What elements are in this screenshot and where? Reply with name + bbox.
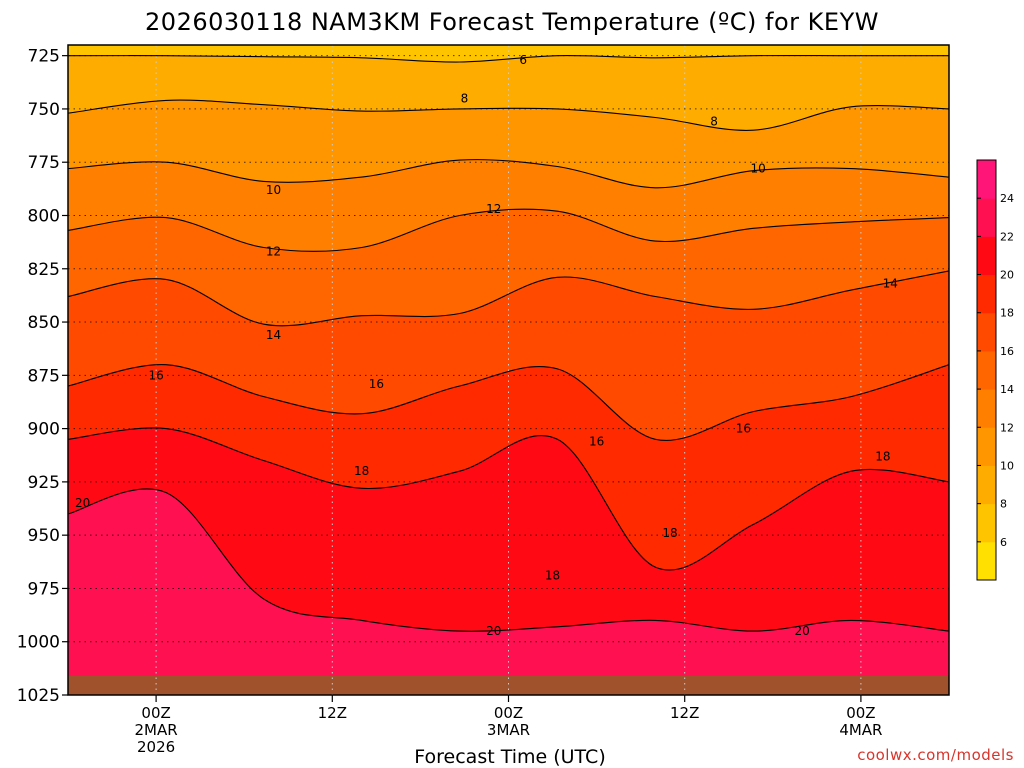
contour-label-16: 16 [589,434,604,448]
y-tick-label-850: 850 [28,313,60,333]
y-tick-label-925: 925 [28,473,60,493]
contour-label-18: 18 [545,569,560,583]
contour-label-16: 16 [369,377,384,391]
colorbar-label-22: 22 [1000,230,1014,243]
contour-label-6: 6 [519,53,527,67]
y-axis: 725 750 775 800 825 850 875 900 925 950 975 1000 102… [17,47,68,706]
contour-line-20 [68,488,949,632]
colorbar-swatch-7 [977,274,996,314]
x-tick-label-6-3: 2026 [137,738,175,756]
contour-line-18 [68,427,949,571]
contour-line-14 [68,270,949,327]
x-tick-label-30-2: 3MAR [487,721,530,739]
colorbar-swatch-0 [977,541,996,581]
credit-text: coolwx.com/models [857,746,1014,764]
y-tick-label-900: 900 [28,420,60,440]
colorbar-swatch-4 [977,389,996,428]
temperature-band-above-20 [68,488,949,695]
contour-label-14: 14 [883,277,898,291]
y-tick-label-750: 750 [28,100,60,120]
contour-line-12 [68,208,949,252]
contour-label-16: 16 [736,422,751,436]
plot-area: 6 8 8 10 10 12 12 14 14 16 16 16 16 18 18 18 18 20 20 20 [68,45,949,695]
contour-line-8 [68,99,949,131]
colorbar-legend: 6 8 10 12 14 16 18 20 22 24 [976,159,1014,581]
contour-label-20: 20 [795,624,810,638]
contour-label-14: 14 [266,328,281,342]
contour-label-10: 10 [266,183,281,197]
contour-label-8: 8 [710,115,718,129]
contour-label-8: 8 [461,91,469,105]
colorbar-swatch-8 [977,236,996,276]
y-tick-label-775: 775 [28,153,60,173]
colorbar-swatch-5 [977,350,996,390]
colorbar-swatch-1 [977,503,996,543]
x-tick-label-42-1: 12Z [670,704,699,722]
y-tick-label-875: 875 [28,366,60,386]
contour-label-20: 20 [486,624,501,638]
x-tick-label-6-1: 00Z [141,704,170,722]
chart-title: 2026030118 NAM3KM Forecast Temperature (… [145,8,879,36]
x-axis-title: Forecast Time (UTC) [414,746,605,768]
colorbar-swatch-3 [977,427,996,466]
colorbar-label-24: 24 [1000,192,1014,205]
x-tick-label-18-1: 12Z [318,704,347,722]
colorbar-frame [976,159,997,581]
colorbar-swatch-6 [977,312,996,352]
colorbar-label-8: 8 [1000,498,1007,511]
colorbar-label-6: 6 [1000,536,1007,549]
contour-line-6 [68,54,949,63]
y-tick-label-1000: 1000 [17,633,60,653]
x-tick-label-6-2: 2MAR [135,721,178,739]
y-tick-label-950: 950 [28,526,60,546]
contour-label-18: 18 [354,464,369,478]
colorbar-label-12: 12 [1000,421,1014,434]
contour-label-18: 18 [662,526,677,540]
contour-label-12: 12 [266,245,281,259]
colorbar-label-18: 18 [1000,307,1014,320]
x-tick-label-54-2: 4MAR [839,721,882,739]
x-tick-label-30-1: 00Z [494,704,523,722]
colorbar-label-20: 20 [1000,269,1014,282]
contour-label-10: 10 [750,162,765,176]
y-tick-label-725: 725 [28,47,60,67]
colorbar-label-16: 16 [1000,345,1014,358]
y-tick-label-1025: 1025 [17,686,60,706]
y-tick-label-800: 800 [28,206,60,226]
contour-label-12: 12 [486,202,501,216]
colorbar-swatch-2 [977,465,996,505]
ground-surface [68,675,949,695]
contour-label-20: 20 [75,496,90,510]
y-tick-label-825: 825 [28,260,60,280]
contour-label-18: 18 [875,449,890,463]
colorbar-swatch-10 [977,160,996,199]
y-tick-label-975: 975 [28,579,60,599]
contour-line-16 [68,364,949,441]
colorbar-swatch-9 [977,198,996,237]
contour-line-10 [68,159,949,189]
colorbar-label-10: 10 [1000,459,1014,472]
x-tick-label-54-1: 00Z [846,704,875,722]
colorbar-label-14: 14 [1000,383,1014,396]
contour-label-16: 16 [148,368,163,382]
